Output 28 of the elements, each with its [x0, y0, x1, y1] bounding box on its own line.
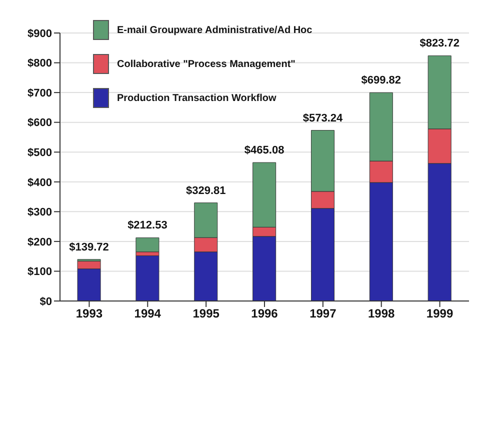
- y-tick-label: $800: [28, 58, 52, 70]
- x-tick-label: 1999: [426, 306, 454, 321]
- x-tick-label: 1998: [368, 306, 396, 321]
- x-tick-label: 1994: [134, 306, 162, 321]
- y-tick-label: $200: [28, 236, 52, 248]
- x-tick-label: 1996: [251, 306, 278, 321]
- total-label: $823.72: [420, 38, 460, 50]
- y-tick-label: $500: [28, 147, 52, 160]
- legend-label: Production Transaction Workflow: [117, 92, 276, 104]
- total-label: $212.53: [128, 220, 168, 232]
- x-tick-label: 1993: [76, 306, 103, 321]
- y-tick-label: $600: [28, 117, 52, 130]
- y-tick-label: $100: [28, 266, 52, 278]
- x-tick-label: 1997: [310, 306, 337, 321]
- total-label: $329.81: [186, 184, 226, 197]
- legend-label: Collaborative "Process Management": [117, 58, 296, 70]
- y-tick-label: $0: [40, 296, 52, 308]
- total-label: $139.72: [69, 241, 109, 254]
- total-label: $573.24: [302, 112, 344, 124]
- x-tick-label: 1995: [192, 306, 220, 321]
- y-tick-label: $900: [28, 28, 52, 40]
- y-tick-label: $400: [28, 176, 52, 189]
- y-tick-label: $700: [28, 87, 52, 100]
- bar: [136, 237, 160, 252]
- total-label: $699.82: [361, 74, 402, 87]
- total-label: $465.08: [244, 144, 284, 157]
- y-tick-label: $300: [28, 206, 52, 219]
- legend-label: E-mail Groupware Administrative/Ad Hoc: [117, 24, 312, 36]
